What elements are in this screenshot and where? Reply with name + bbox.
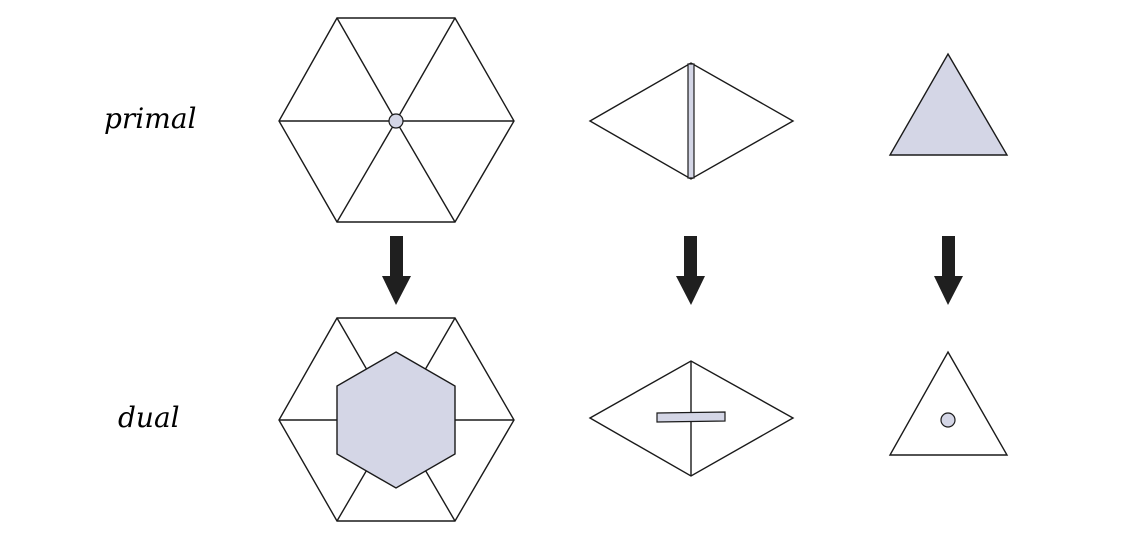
primal-hexagon-fan [278, 17, 515, 223]
primal-hexagon-spoke [395, 17, 456, 122]
primal-hexagon-spoke [395, 120, 456, 223]
dual-triangle-outline [888, 350, 1009, 456]
arrow-down-icon [934, 236, 963, 305]
arrow-down-icon [676, 236, 705, 305]
dual-crossing-edge [656, 411, 726, 423]
primal-shared-edge [687, 63, 695, 179]
primal-row-label: primal [104, 102, 197, 135]
dual-center-vertex [940, 412, 956, 428]
dual-row-label: dual [118, 401, 180, 434]
dual-diamond-outline [588, 360, 795, 477]
primal-diamond [588, 62, 795, 180]
primal-triangle-face [888, 52, 1009, 156]
primal-center-vertex [388, 113, 404, 129]
primal-hexagon-spoke [336, 17, 397, 122]
primal-hexagon-spoke [336, 120, 397, 223]
arrow-down-icon [382, 236, 411, 305]
primal-diamond-outline [588, 62, 795, 180]
dual-face-hexagon [336, 351, 456, 489]
